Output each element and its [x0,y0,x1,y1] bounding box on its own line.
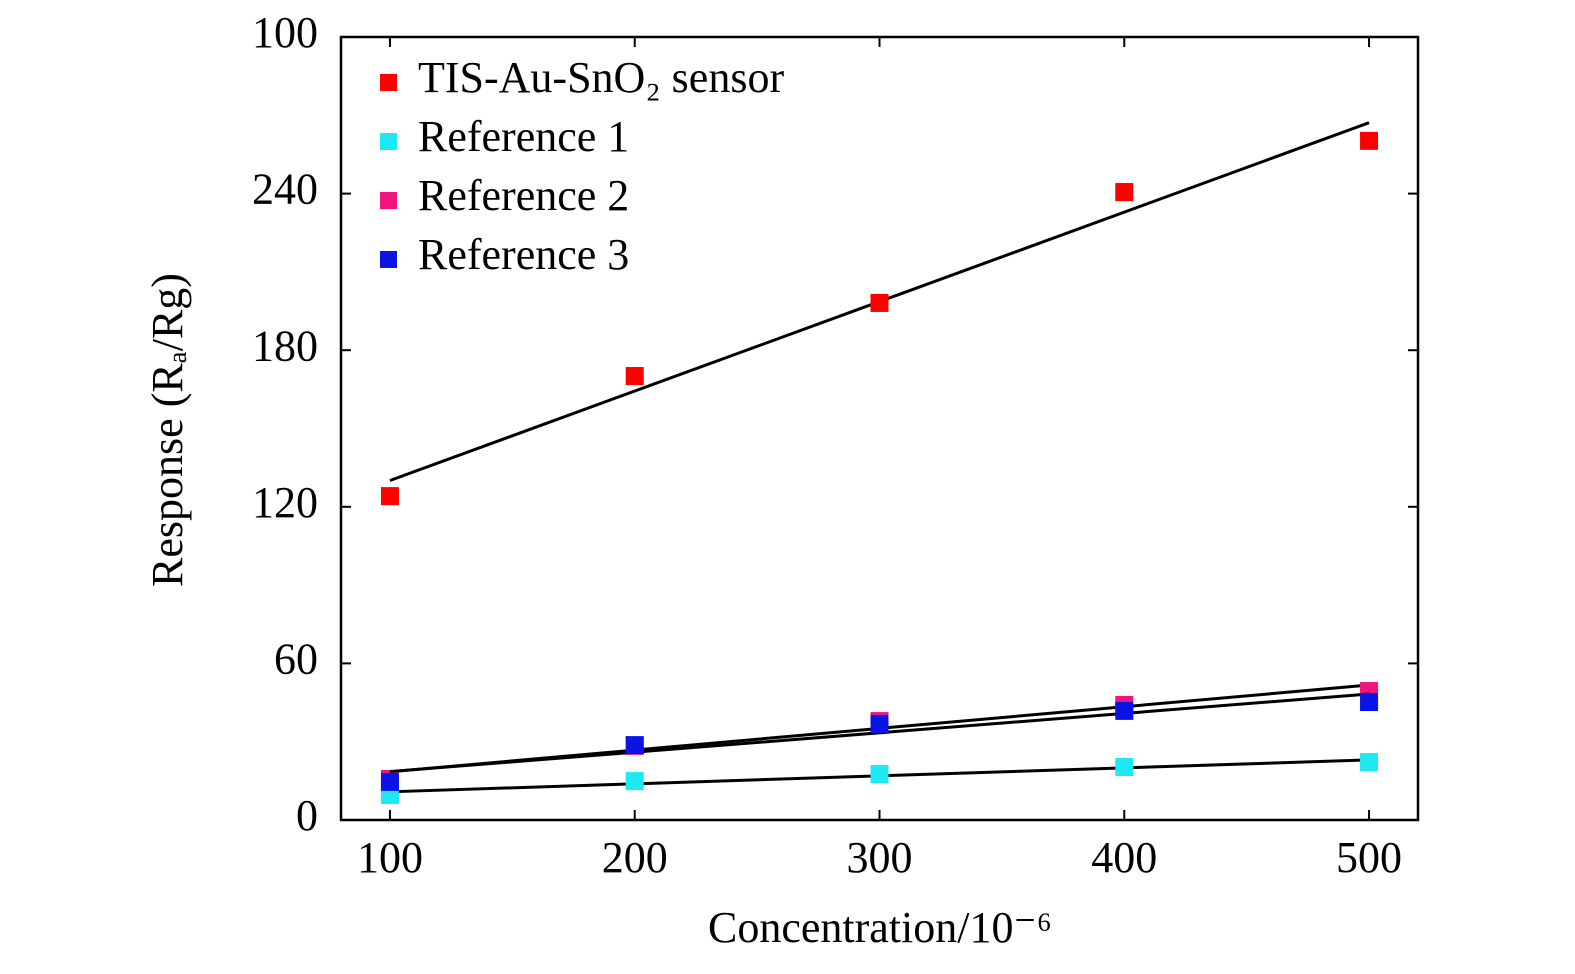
y-tick-label: 100 [252,8,318,57]
legend-label: Reference 2 [418,171,629,220]
legend-label: TIS-Au-SnO₂ sensor [418,53,784,102]
legend-marker [380,133,397,150]
x-tick-label: 100 [357,833,423,882]
x-tick-label: 300 [847,833,913,882]
y-tick-label: 180 [252,321,318,370]
legend-label: Reference 1 [418,112,629,161]
marker [625,367,644,386]
marker [1360,693,1379,712]
x-axis-label: Concentration/10⁻⁶ [708,903,1052,952]
marker [625,772,644,791]
marker [380,487,399,506]
y-axis-label: Response (Rₐ/Rg) [143,273,192,587]
x-tick-label: 400 [1091,833,1157,882]
y-tick-label: 0 [296,791,318,840]
marker [380,772,399,791]
marker [1115,758,1134,777]
marker [870,765,889,784]
y-tick-label: 120 [252,478,318,527]
marker [1360,131,1379,150]
legend-marker [380,192,397,209]
marker [870,293,889,312]
legend-label: Reference 3 [418,230,629,279]
marker [625,736,644,755]
y-tick-label: 240 [252,165,318,214]
legend-marker [380,74,397,91]
x-tick-label: 500 [1336,833,1402,882]
marker [1360,753,1379,772]
marker [1115,183,1134,202]
legend-marker [380,251,397,268]
x-tick-label: 200 [602,833,668,882]
y-tick-label: 60 [274,634,318,683]
marker [1115,701,1134,720]
marker [870,714,889,733]
